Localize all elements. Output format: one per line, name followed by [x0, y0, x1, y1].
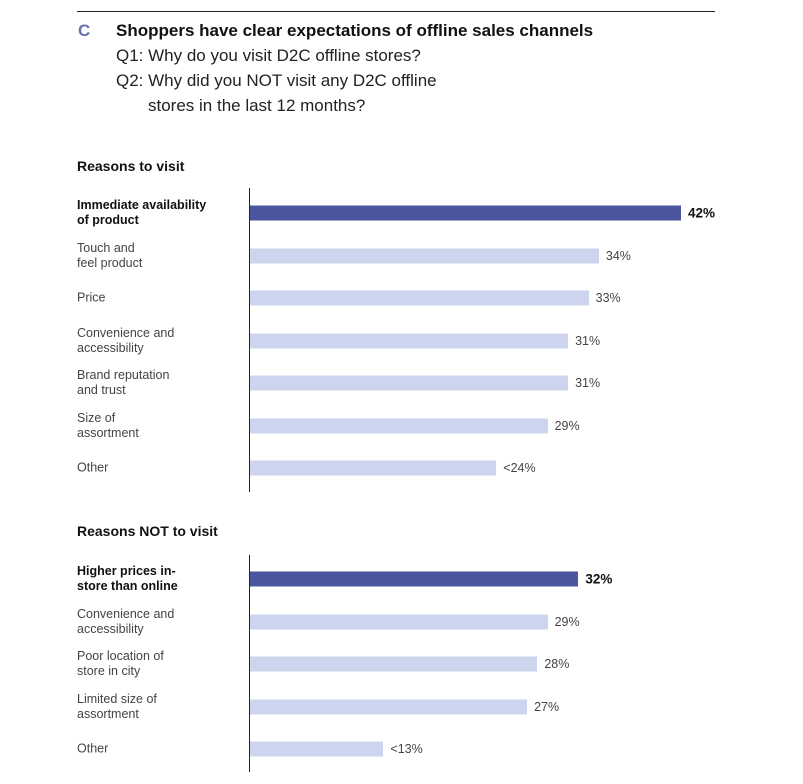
value-label: 31% — [575, 376, 601, 390]
category-label: Size of assortment — [77, 411, 237, 441]
category-label-line: Other — [77, 741, 109, 756]
value-label: 33% — [595, 291, 621, 305]
bar — [250, 375, 569, 391]
category-label-line: store than online — [77, 579, 178, 593]
question-1: Q1: Why do you visit D2C offline stores? — [116, 46, 421, 65]
category-label-line: store in city — [77, 664, 141, 678]
category-label-line: assortment — [77, 706, 139, 721]
category-label-line: Price — [77, 290, 106, 305]
category-label: Brand reputation and trust — [77, 368, 237, 398]
category-label-line: Other — [77, 460, 109, 475]
category-label: Convenience and accessibility — [77, 326, 237, 356]
category-label-line: Convenience and — [77, 325, 175, 340]
bar — [250, 741, 384, 757]
category-label: Other — [77, 461, 237, 476]
category-label-line: Size of — [77, 410, 116, 425]
bar — [250, 248, 599, 263]
bar — [250, 205, 681, 221]
question-2-line-2: stores in the last 12 months? — [148, 96, 366, 115]
category-label-line: of product — [77, 213, 139, 227]
category-label-line: Poor location of — [77, 649, 164, 663]
value-label: <13% — [390, 742, 423, 756]
bar — [250, 699, 528, 714]
bar — [250, 290, 589, 306]
bar — [250, 571, 579, 587]
category-label: Touch and feel product — [77, 241, 237, 271]
category-label: Higher prices in-store than online — [77, 564, 237, 594]
value-label: 31% — [575, 333, 601, 348]
value-label: 29% — [554, 418, 580, 433]
category-label-line: accessibility — [77, 621, 144, 636]
question-2-line-1: Q2: Why did you NOT visit any D2C offlin… — [116, 71, 437, 90]
category-label-line: Convenience and — [77, 606, 175, 621]
value-label: 42% — [688, 205, 716, 221]
value-label: 32% — [585, 571, 613, 587]
bar — [250, 333, 569, 348]
category-label: Poor location of store in city — [77, 649, 237, 679]
bar — [250, 418, 548, 433]
category-label-line: Touch and — [77, 240, 135, 255]
bar — [250, 460, 497, 476]
value-label: <24% — [503, 461, 536, 475]
category-label: Other — [77, 742, 237, 757]
chart-title: Shoppers have clear expectations of offl… — [116, 21, 594, 40]
category-label-line: assortment — [77, 425, 139, 440]
value-label: 27% — [534, 699, 560, 714]
value-label: 34% — [605, 248, 631, 263]
category-label-line: Immediate availability — [77, 198, 207, 212]
section-letter: C — [78, 21, 91, 40]
category-label-line: and trust — [77, 383, 126, 397]
top-divider — [77, 11, 715, 12]
category-label: Convenience and accessibility — [77, 607, 237, 637]
axis-line-not-visit — [249, 555, 250, 772]
category-label-line: Higher prices in- — [77, 564, 176, 578]
category-label-line: Brand reputation — [77, 368, 170, 382]
category-label-line: accessibility — [77, 340, 144, 355]
category-label: Limited size of assortment — [77, 692, 237, 722]
category-label: Price — [77, 291, 237, 306]
category-label-line: feel product — [77, 255, 143, 270]
value-label: 28% — [544, 657, 570, 671]
section-title-reasons-not-to-visit: Reasons NOT to visit — [77, 523, 218, 539]
section-title-reasons-to-visit: Reasons to visit — [77, 158, 185, 174]
bar — [250, 614, 548, 629]
category-label-line: Limited size of — [77, 691, 157, 706]
value-label: 29% — [554, 614, 580, 629]
axis-line-visit — [249, 188, 250, 492]
bar — [250, 656, 538, 672]
category-label: Immediate availability of product — [77, 198, 237, 228]
